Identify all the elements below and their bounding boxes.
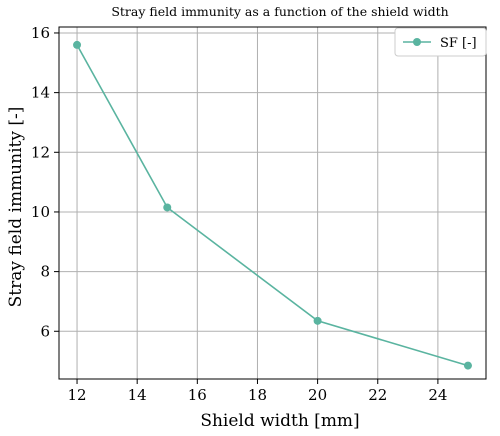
legend-marker [413, 38, 421, 46]
x-tick-label: 12 [67, 386, 86, 404]
ticks-layer: 12 14 16 18 20 22 24 6 8 10 12 14 16 [31, 24, 448, 404]
data-point [463, 361, 472, 370]
x-tick-label: 16 [188, 386, 207, 404]
x-tick-label: 18 [248, 386, 267, 404]
x-axis-label: Shield width [mm] [200, 411, 359, 431]
data-point [163, 203, 172, 212]
y-tick-label: 10 [31, 203, 50, 221]
x-tick-label: 20 [308, 386, 327, 404]
data-point [73, 40, 82, 49]
y-axis-label: Stray field immunity [-] [6, 107, 26, 308]
legend-label: SF [-] [440, 36, 477, 51]
y-tick-label: 6 [40, 322, 50, 340]
legend-box [394, 27, 487, 57]
series-layer [73, 40, 472, 370]
y-tick-label: 8 [40, 263, 50, 281]
series-line [76, 44, 469, 367]
legend: SF [-] [394, 27, 487, 57]
grid [59, 27, 486, 379]
data-point [313, 316, 322, 325]
y-tick-label: 14 [31, 84, 50, 102]
y-tick-label: 16 [31, 24, 50, 42]
chart-title: Stray field immunity as a function of th… [111, 4, 448, 19]
x-tick-label: 24 [428, 386, 447, 404]
x-tick-label: 22 [368, 386, 387, 404]
x-tick-label: 14 [128, 386, 147, 404]
y-tick-label: 12 [31, 143, 50, 161]
axes-frame [58, 26, 487, 380]
